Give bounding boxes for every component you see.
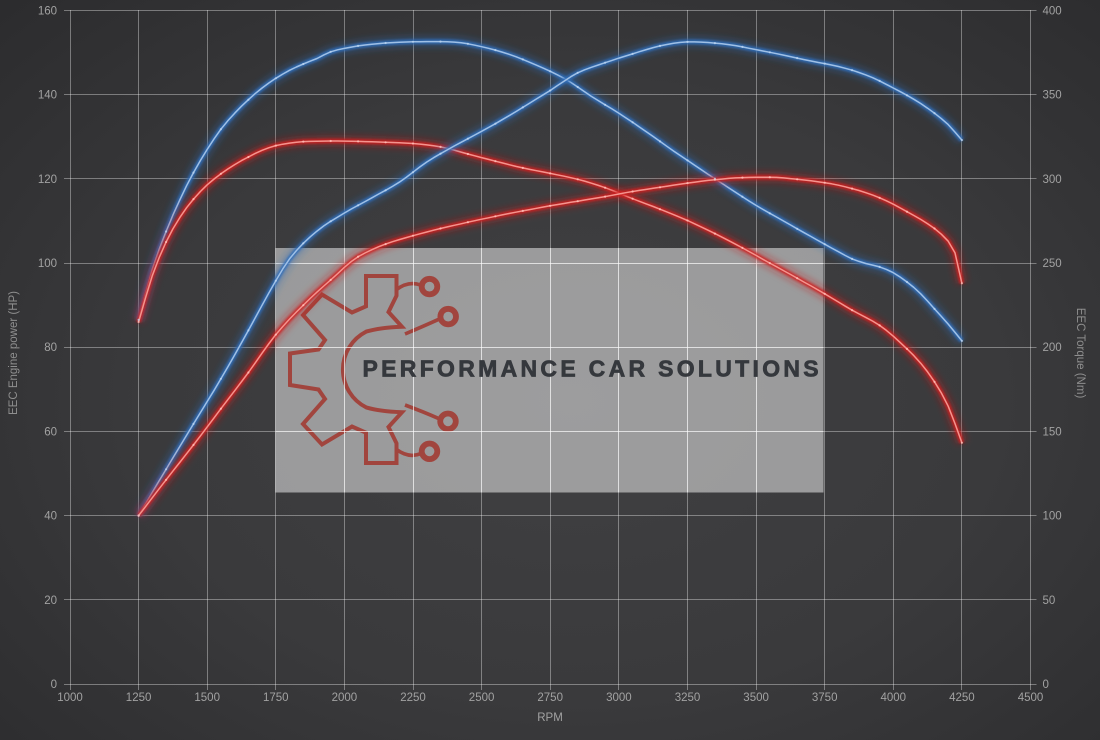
svg-text:EEC Torque (Nm): EEC Torque (Nm) <box>1074 308 1086 399</box>
svg-text:250: 250 <box>1043 258 1062 270</box>
svg-text:50: 50 <box>1043 595 1056 607</box>
svg-text:400: 400 <box>1043 6 1062 18</box>
svg-text:2750: 2750 <box>537 692 563 704</box>
svg-text:EEC Engine power (HP): EEC Engine power (HP) <box>8 291 20 415</box>
svg-text:2250: 2250 <box>400 692 426 704</box>
svg-text:140: 140 <box>38 90 57 102</box>
svg-text:3750: 3750 <box>812 692 838 704</box>
svg-text:100: 100 <box>38 258 57 270</box>
svg-text:2000: 2000 <box>332 692 358 704</box>
svg-text:100: 100 <box>1043 511 1062 523</box>
svg-text:150: 150 <box>1043 426 1062 438</box>
svg-text:1750: 1750 <box>263 692 289 704</box>
svg-text:4000: 4000 <box>881 692 907 704</box>
svg-text:40: 40 <box>44 511 57 523</box>
svg-text:2500: 2500 <box>469 692 495 704</box>
svg-text:1500: 1500 <box>194 692 220 704</box>
svg-text:200: 200 <box>1043 342 1062 354</box>
svg-text:RPM: RPM <box>537 712 563 724</box>
svg-text:PERFORMANCE CAR SOLUTIONS: PERFORMANCE CAR SOLUTIONS <box>363 356 822 382</box>
svg-text:1000: 1000 <box>57 692 83 704</box>
svg-text:3500: 3500 <box>743 692 769 704</box>
svg-text:20: 20 <box>44 595 57 607</box>
svg-text:4250: 4250 <box>949 692 975 704</box>
svg-text:3000: 3000 <box>606 692 632 704</box>
svg-text:0: 0 <box>1043 679 1049 691</box>
svg-text:3250: 3250 <box>675 692 701 704</box>
svg-text:0: 0 <box>51 679 57 691</box>
svg-text:80: 80 <box>44 342 57 354</box>
svg-text:350: 350 <box>1043 90 1062 102</box>
svg-text:60: 60 <box>44 426 57 438</box>
svg-text:300: 300 <box>1043 174 1062 186</box>
svg-text:120: 120 <box>38 174 57 186</box>
svg-text:160: 160 <box>38 6 57 18</box>
svg-text:4500: 4500 <box>1018 692 1044 704</box>
svg-text:1250: 1250 <box>126 692 152 704</box>
